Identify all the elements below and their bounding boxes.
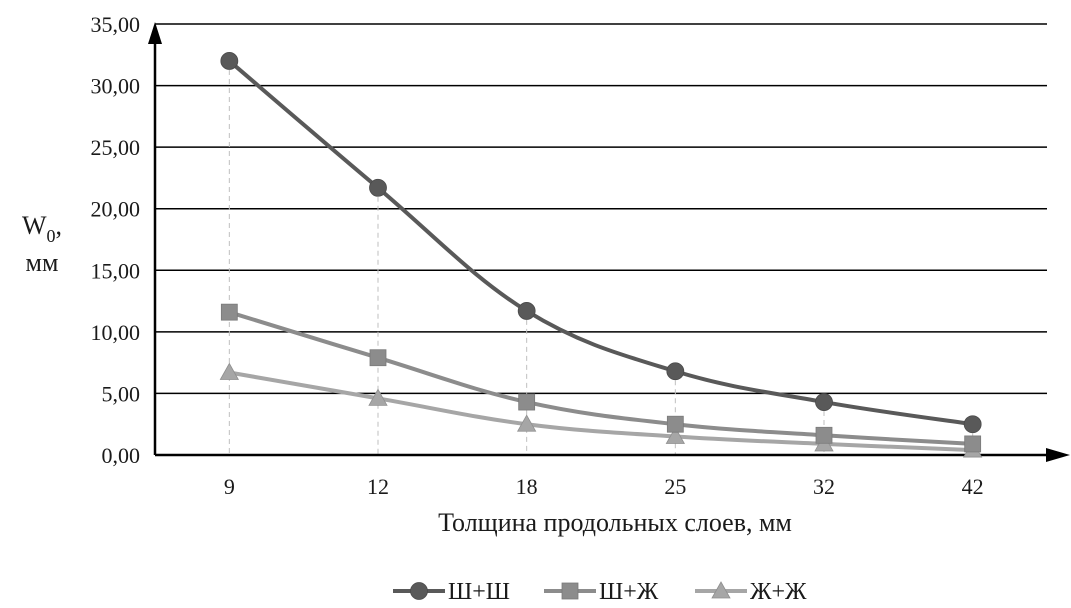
y-tick-labels: 0,00 5,00 10,00 15,00 20,00 25,00 30,00 35,00 <box>91 12 141 468</box>
data-point <box>665 426 686 444</box>
series-group <box>220 52 982 434</box>
legend-item: Ш+Ш <box>393 579 510 605</box>
y-axis-title-sub: 0 <box>47 226 56 246</box>
x-tick-label: 9 <box>224 474 235 499</box>
legend-marker-icon <box>410 582 428 600</box>
series-line <box>227 310 975 446</box>
y-tick-label: 35,00 <box>91 12 141 37</box>
drop-lines <box>228 60 974 455</box>
data-point <box>516 414 537 432</box>
y-axis-title-main: W <box>22 211 47 240</box>
y-tick-label: 25,00 <box>91 135 141 160</box>
x-tick-label: 18 <box>516 474 538 499</box>
axes <box>148 22 1070 462</box>
y-tick-label: 5,00 <box>102 381 141 406</box>
data-point <box>220 52 239 70</box>
x-tick-label: 12 <box>367 474 389 499</box>
x-axis-arrow-icon <box>1046 448 1070 462</box>
series <box>219 52 983 458</box>
data-point <box>368 388 388 406</box>
data-point <box>666 415 684 433</box>
legend-marker-icon <box>561 582 579 600</box>
y-axis-unit: мм <box>26 248 59 277</box>
data-point <box>369 349 387 367</box>
x-tick-label: 25 <box>664 474 686 499</box>
y-tick-label: 15,00 <box>91 258 141 283</box>
legend-item: Ж+Ж <box>695 579 807 605</box>
x-axis-title: Толщина продольных слоев, мм <box>438 508 792 537</box>
y-tick-label: 30,00 <box>91 74 141 99</box>
x-tick-label: 32 <box>813 474 835 499</box>
data-point <box>666 362 685 381</box>
data-point <box>815 393 833 411</box>
legend-item: Ш+Ж <box>544 579 659 605</box>
data-point <box>219 362 240 380</box>
legend-label: Ж+Ж <box>750 579 807 605</box>
legend-label: Ш+Ш <box>448 579 510 605</box>
data-point <box>220 303 238 321</box>
data-point <box>964 435 982 453</box>
y-axis-title-suffix: , <box>56 211 63 240</box>
y-tick-label: 10,00 <box>91 320 141 345</box>
series-group <box>220 303 982 453</box>
y-axis-title: W0, <box>22 211 62 246</box>
grid-lines <box>155 23 1047 395</box>
data-point <box>518 393 536 411</box>
data-point <box>815 426 833 444</box>
data-point <box>963 415 982 434</box>
y-tick-label: 0,00 <box>102 443 141 468</box>
series-line <box>227 58 975 427</box>
y-tick-label: 20,00 <box>91 197 141 222</box>
y-axis-arrow-icon <box>148 22 162 44</box>
series-line <box>227 370 975 453</box>
legend-label: Ш+Ж <box>599 579 659 605</box>
x-tick-labels: 9 12 18 25 32 42 <box>224 474 984 499</box>
legend: Ш+Ш Ш+Ж Ж+Ж <box>393 579 807 605</box>
legend-marker-icon <box>711 581 731 599</box>
data-point <box>517 302 536 320</box>
x-tick-label: 42 <box>962 474 984 499</box>
data-point <box>369 178 387 197</box>
